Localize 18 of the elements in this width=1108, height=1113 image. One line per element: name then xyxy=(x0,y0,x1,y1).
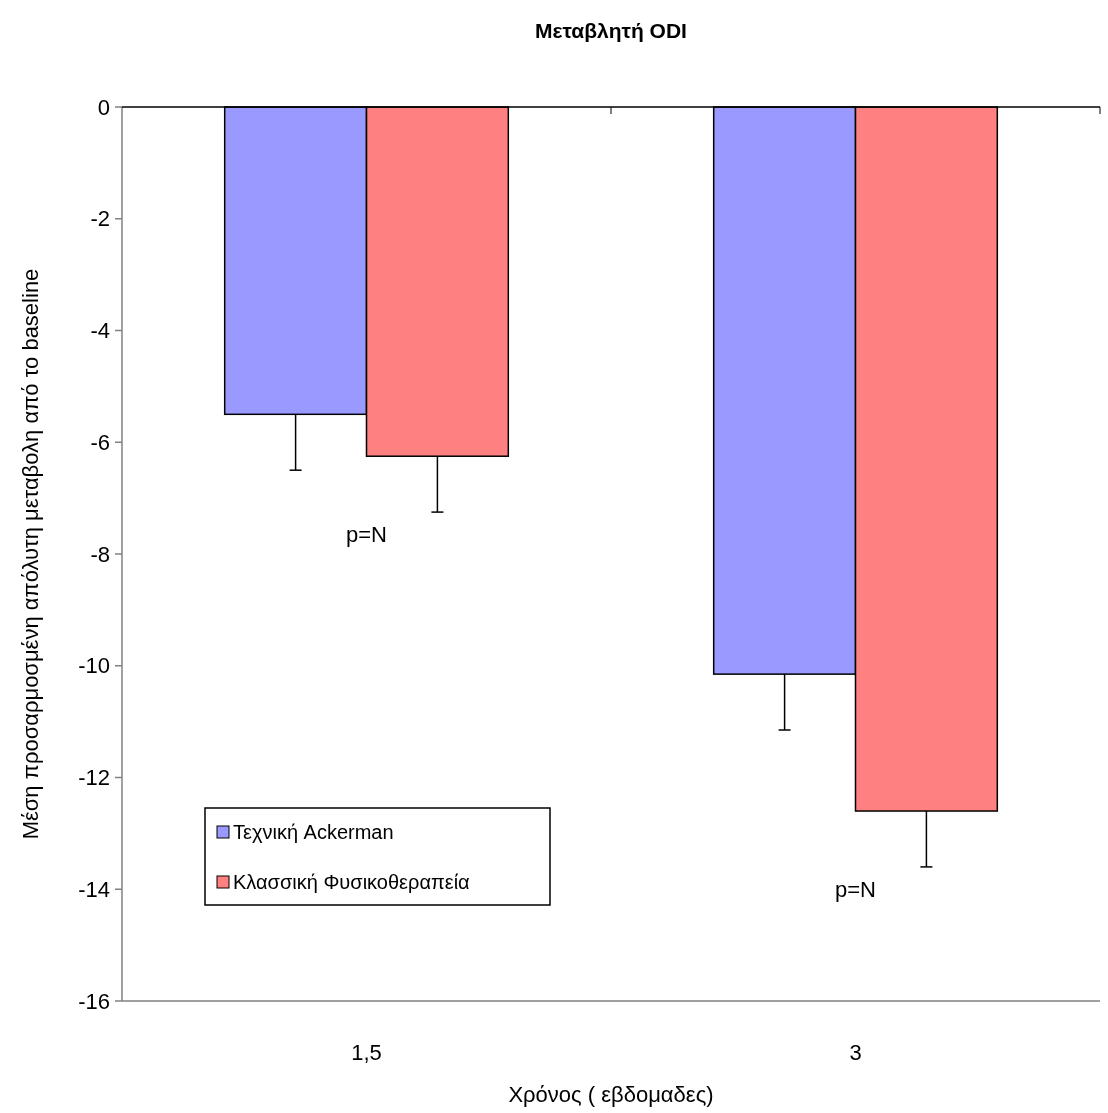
annotation: p=N xyxy=(835,876,876,902)
annotation: p=N xyxy=(346,521,387,547)
y-tick-label: -4 xyxy=(90,318,110,344)
y-tick-label: -2 xyxy=(90,206,110,232)
y-tick-label: -14 xyxy=(78,876,110,902)
y-axis-title: Μέση προσαρμοσμένη απόλυτη μεταβολη από το baseline xyxy=(18,268,43,840)
y-tick-label: -10 xyxy=(78,653,110,679)
y-tick-label: -16 xyxy=(78,988,110,1014)
y-tick-label: -8 xyxy=(90,541,110,567)
y-tick-label: 0 xyxy=(97,94,110,120)
x-tick-label: 3 xyxy=(849,1040,862,1065)
legend-label: Τεχνική Ackerman xyxy=(233,821,394,843)
y-tick-label: -12 xyxy=(78,765,110,791)
x-tick-label: 1,5 xyxy=(351,1040,382,1065)
x-axis-title: Χρόνος ( εβδομαδες) xyxy=(508,1082,714,1107)
y-tick-label: -6 xyxy=(90,429,110,455)
chart-title: Μεταβλητή ODI xyxy=(535,19,687,42)
legend-label: Κλασσική Φυσικοθεραπεία xyxy=(233,871,470,893)
